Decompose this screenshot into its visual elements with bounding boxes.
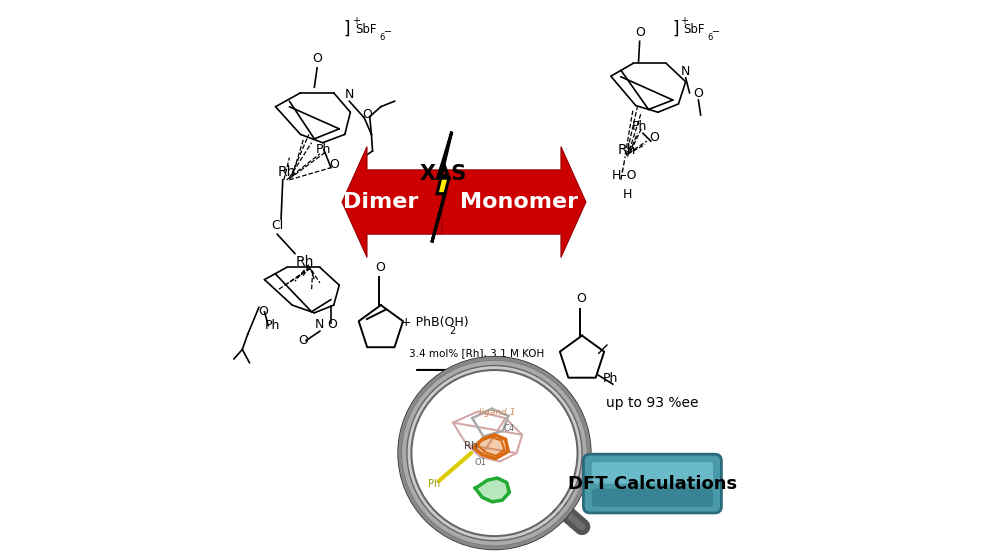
FancyBboxPatch shape bbox=[592, 488, 713, 507]
Text: Ph: Ph bbox=[632, 120, 647, 133]
Text: 6: 6 bbox=[707, 33, 713, 42]
Text: Cl: Cl bbox=[271, 218, 283, 232]
Text: O: O bbox=[375, 261, 385, 273]
Text: O: O bbox=[649, 131, 659, 144]
Text: −: − bbox=[384, 27, 392, 37]
Text: Ph: Ph bbox=[265, 320, 280, 333]
Text: O: O bbox=[258, 305, 268, 317]
Text: O1: O1 bbox=[474, 458, 486, 467]
Text: O: O bbox=[362, 108, 372, 121]
Text: + PhB(OH): + PhB(OH) bbox=[401, 316, 469, 329]
Polygon shape bbox=[473, 435, 508, 458]
Text: O: O bbox=[312, 52, 322, 65]
Text: −: − bbox=[712, 27, 720, 37]
Text: +: + bbox=[352, 16, 360, 26]
Text: O: O bbox=[635, 26, 645, 40]
Text: Ph: Ph bbox=[603, 372, 619, 385]
Text: N: N bbox=[315, 319, 325, 331]
Text: O: O bbox=[576, 292, 586, 305]
Text: O: O bbox=[327, 319, 337, 331]
Text: ]: ] bbox=[672, 20, 678, 38]
Polygon shape bbox=[432, 131, 452, 242]
FancyBboxPatch shape bbox=[592, 462, 713, 483]
Text: XAS: XAS bbox=[419, 164, 467, 184]
Text: H: H bbox=[623, 188, 632, 201]
Text: Rh: Rh bbox=[617, 143, 636, 158]
Text: O: O bbox=[693, 87, 703, 100]
Text: up to 93 %ee: up to 93 %ee bbox=[606, 396, 699, 410]
Text: C4: C4 bbox=[504, 424, 515, 433]
Text: DFT Calculations: DFT Calculations bbox=[568, 475, 737, 492]
Text: H–O: H–O bbox=[612, 169, 637, 182]
Text: Dimer: Dimer bbox=[343, 192, 419, 212]
Text: ]: ] bbox=[344, 20, 350, 38]
Text: SbF: SbF bbox=[683, 23, 704, 36]
Text: Ph: Ph bbox=[316, 143, 331, 157]
Text: N: N bbox=[681, 65, 690, 77]
Text: 6: 6 bbox=[379, 33, 385, 42]
Polygon shape bbox=[342, 146, 442, 257]
Text: 3.4 mol% [Rh], 3.1 M KOH: 3.4 mol% [Rh], 3.1 M KOH bbox=[409, 348, 544, 358]
Polygon shape bbox=[442, 146, 586, 257]
Text: ligand 1: ligand 1 bbox=[479, 408, 515, 417]
Text: N: N bbox=[345, 89, 354, 101]
Text: O: O bbox=[329, 158, 339, 170]
Polygon shape bbox=[475, 478, 509, 502]
Text: Rh: Rh bbox=[464, 442, 478, 451]
Text: Rh: Rh bbox=[296, 255, 314, 269]
FancyBboxPatch shape bbox=[583, 454, 721, 513]
Circle shape bbox=[412, 371, 576, 535]
Text: 2: 2 bbox=[449, 326, 455, 336]
Text: +: + bbox=[680, 16, 688, 26]
Circle shape bbox=[398, 356, 591, 550]
Text: dioxane, 50 °C, 4 h: dioxane, 50 °C, 4 h bbox=[427, 382, 527, 392]
Text: Ph: Ph bbox=[428, 480, 441, 490]
Text: O: O bbox=[298, 334, 308, 347]
Text: Monomer: Monomer bbox=[460, 192, 578, 212]
Text: Rh: Rh bbox=[277, 165, 296, 179]
Text: SbF: SbF bbox=[355, 23, 376, 36]
